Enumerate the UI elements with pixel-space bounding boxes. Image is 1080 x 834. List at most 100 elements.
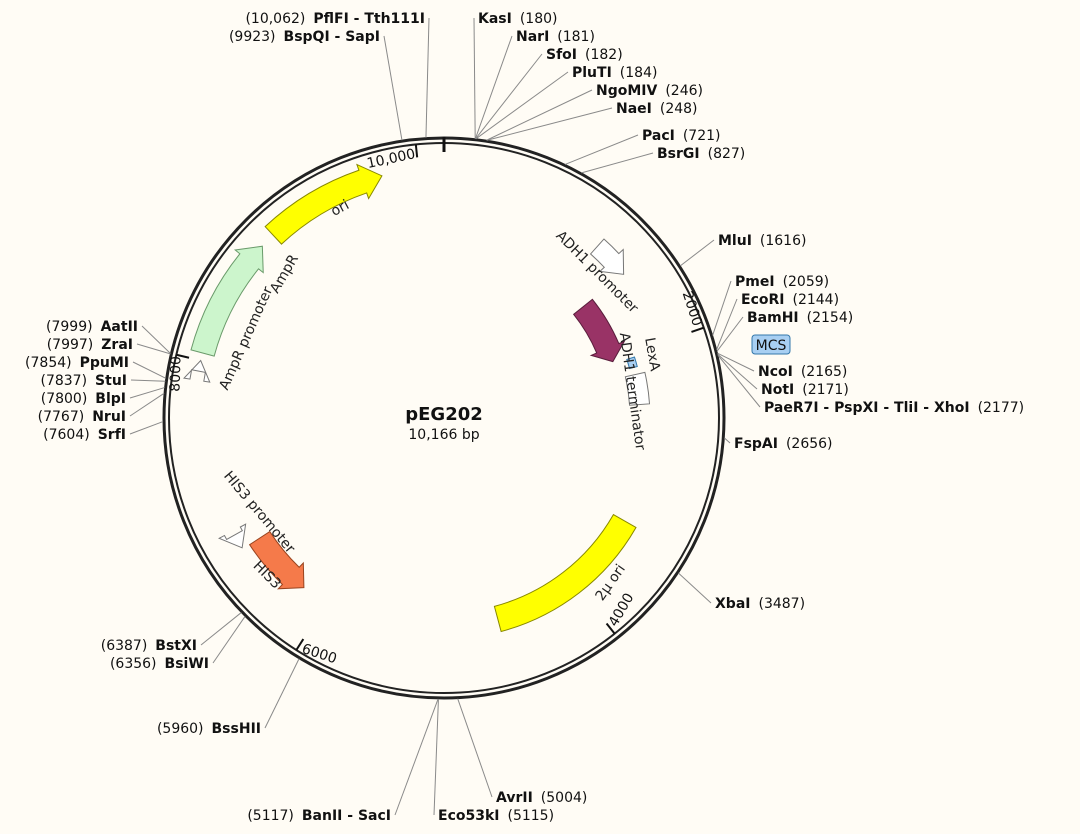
- leader-naei: [486, 107, 613, 141]
- site-name: AatII: [101, 319, 138, 335]
- site-position: (6356): [110, 656, 157, 672]
- mcs-badge[interactable]: MCS: [751, 334, 791, 355]
- site-position: (2656): [786, 436, 833, 452]
- feature-mcs-box[interactable]: [626, 356, 638, 370]
- site-label[interactable]: (7767) NruI: [38, 409, 126, 425]
- site-label[interactable]: (5960) BssHII: [157, 721, 261, 737]
- plasmid-size: 10,166 bp: [408, 427, 479, 443]
- tick-label-8000: 8000: [167, 356, 184, 392]
- leader-pmei: [712, 280, 732, 336]
- feature-lexa[interactable]: [572, 298, 626, 363]
- site-label[interactable]: Eco53kI (5115): [438, 808, 554, 824]
- site-label[interactable]: NaeI (248): [616, 101, 698, 117]
- site-label[interactable]: (7604) SrfI: [43, 427, 126, 443]
- site-label[interactable]: (10,062) PflFI - Tth111I: [245, 11, 425, 27]
- site-name: BlpI: [95, 391, 126, 407]
- site-label[interactable]: PacI (721): [642, 128, 721, 144]
- site-name: NotI: [761, 382, 794, 398]
- site-name: BsrGI: [657, 146, 700, 162]
- site-label[interactable]: FspAI (2656): [734, 436, 833, 452]
- site-position: (7997): [47, 337, 94, 353]
- site-label[interactable]: KasI (180): [478, 11, 558, 27]
- site-position: (7999): [46, 319, 93, 335]
- feature-adh1-terminator[interactable]: [624, 371, 651, 406]
- site-label[interactable]: (7999) AatII: [46, 319, 138, 335]
- site-position: (827): [708, 146, 746, 162]
- leader-pluti: [475, 71, 569, 140]
- site-name: BanII - SacI: [302, 808, 391, 824]
- site-label[interactable]: SfoI (182): [546, 47, 623, 63]
- site-position: (7854): [25, 355, 72, 371]
- tick-4000: [605, 622, 616, 635]
- site-name: NaeI: [616, 101, 652, 117]
- tick-label-10000: 10,000: [366, 146, 417, 172]
- mcs-badge-label: MCS: [756, 338, 787, 354]
- site-label[interactable]: NgoMIV (246): [596, 83, 703, 99]
- feature-adh1-promoter[interactable]: [589, 238, 625, 275]
- site-label[interactable]: BamHI (2154): [747, 310, 853, 326]
- leader-paci: [564, 134, 639, 165]
- site-position: (2177): [978, 400, 1025, 416]
- leader-eco53ki: [433, 698, 439, 816]
- site-name: NcoI: [758, 364, 793, 380]
- site-label[interactable]: (6387) BstXI: [101, 638, 197, 654]
- leader-bsshii: [264, 658, 300, 729]
- site-label[interactable]: PmeI (2059): [735, 274, 829, 290]
- site-label[interactable]: AvrII (5004): [496, 790, 587, 806]
- feature-his3-promoter[interactable]: [218, 523, 247, 549]
- site-label[interactable]: MluI (1616): [718, 233, 806, 249]
- site-label[interactable]: NarI (181): [516, 29, 595, 45]
- leader-kasi: [473, 17, 476, 139]
- site-label[interactable]: NcoI (2165): [758, 364, 847, 380]
- feature-ampr-promoter[interactable]: [183, 359, 211, 383]
- site-name: BspQI - SapI: [284, 29, 380, 45]
- site-position: (2144): [792, 292, 839, 308]
- feature-ori[interactable]: [264, 163, 383, 245]
- site-label[interactable]: (7997) ZraI: [47, 337, 133, 353]
- site-label[interactable]: EcoRI (2144): [741, 292, 839, 308]
- site-position: (9923): [229, 29, 276, 45]
- leader-pflfi-tth111i: [425, 17, 430, 138]
- site-label[interactable]: XbaI (3487): [715, 596, 805, 612]
- site-label[interactable]: NotI (2171): [761, 382, 849, 398]
- site-label[interactable]: (7800) BlpI: [41, 391, 126, 407]
- leader-nari: [474, 35, 513, 139]
- leader-fspai: [723, 437, 731, 444]
- site-position: (5960): [157, 721, 204, 737]
- site-name: SrfI: [98, 427, 126, 443]
- site-label[interactable]: (7837) StuI: [40, 373, 127, 389]
- feature-two-micron-ori[interactable]: [493, 513, 637, 633]
- leader-ecori: [716, 298, 738, 350]
- leader-bsrgi: [581, 152, 654, 174]
- site-name: NruI: [92, 409, 126, 425]
- site-label[interactable]: PaeR7I - PspXI - TliI - XhoI (2177): [764, 400, 1024, 416]
- site-name: BstXI: [155, 638, 197, 654]
- site-label[interactable]: (5117) BanII - SacI: [247, 808, 391, 824]
- site-name: NgoMIV: [596, 83, 657, 99]
- feature-ampr[interactable]: [190, 245, 264, 357]
- site-name: Eco53kI: [438, 808, 499, 824]
- feature-his3[interactable]: [248, 530, 305, 590]
- site-position: (5117): [247, 808, 294, 824]
- tick-2000: [691, 326, 705, 333]
- site-name: XbaI: [715, 596, 750, 612]
- leader-banii-saci: [394, 698, 439, 816]
- site-name: StuI: [95, 373, 127, 389]
- site-label[interactable]: PluTI (184): [572, 65, 657, 81]
- site-label[interactable]: (9923) BspQI - SapI: [229, 29, 380, 45]
- site-label[interactable]: (6356) BsiWI: [110, 656, 209, 672]
- site-position: (7767): [38, 409, 85, 425]
- site-name: BsiWI: [165, 656, 209, 672]
- tick-label-2000: 2000: [679, 289, 705, 328]
- feature-label-ori: ori: [328, 197, 352, 220]
- site-position: (180): [520, 11, 558, 27]
- site-name: BamHI: [747, 310, 799, 326]
- site-position: (10,062): [245, 11, 305, 27]
- leader-srfi: [129, 421, 164, 435]
- site-name: PflFI - Tth111I: [313, 11, 425, 27]
- leader-zrai: [136, 343, 171, 355]
- site-position: (1616): [760, 233, 807, 249]
- site-label[interactable]: (7854) PpuMI: [25, 355, 129, 371]
- site-label[interactable]: BsrGI (827): [657, 146, 745, 162]
